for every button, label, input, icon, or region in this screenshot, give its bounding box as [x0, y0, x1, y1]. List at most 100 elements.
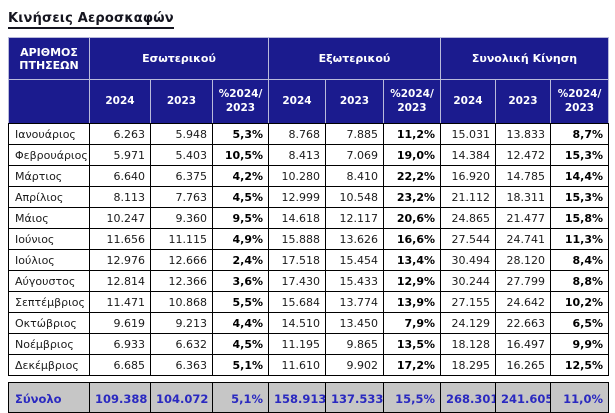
- value-cell: 13,4%: [383, 249, 441, 271]
- header-row-label: ΑΡΙΘΜΟΣ ΠΤΗΣΕΩΝ: [8, 37, 90, 80]
- header-group-international: Εξωτερικού: [268, 37, 441, 80]
- value-cell: 30.244: [440, 270, 496, 292]
- value-cell: 16.265: [495, 354, 551, 376]
- value-cell: 14.785: [495, 165, 551, 187]
- value-cell: 11.610: [268, 354, 326, 376]
- value-cell: 12.976: [89, 249, 151, 271]
- total-value-cell: 109.388: [89, 382, 151, 413]
- value-cell: 9,9%: [550, 333, 609, 355]
- value-cell: 6.640: [89, 165, 151, 187]
- value-cell: 6.363: [150, 354, 213, 376]
- header-total-2024: 2024: [440, 79, 496, 124]
- value-cell: 6.375: [150, 165, 213, 187]
- value-cell: 5.971: [89, 144, 151, 166]
- header-year-row: 2024 2023 %2024/ 2023 2024 2023 %2024/ 2…: [8, 79, 609, 124]
- value-cell: 13,5%: [383, 333, 441, 355]
- value-cell: 27.799: [495, 270, 551, 292]
- header-group-total: Συνολική Κίνηση: [440, 37, 609, 80]
- value-cell: 9.902: [325, 354, 384, 376]
- value-cell: 6,5%: [550, 312, 609, 334]
- month-label: Φεβρουάριος: [8, 144, 90, 166]
- value-cell: 7.885: [325, 123, 384, 145]
- value-cell: 11.656: [89, 228, 151, 250]
- value-cell: 14.384: [440, 144, 496, 166]
- table-row: Ιούλιος 12.976 12.666 2,4% 17.518 15.454 13,4%…: [8, 249, 609, 271]
- header-group-row: ΑΡΙΘΜΟΣ ΠΤΗΣΕΩΝ Εσωτερικού Εξωτερικού Συ…: [8, 37, 609, 80]
- value-cell: 27.155: [440, 291, 496, 313]
- table-row: Μάιος 10.247 9.360 9,5% 14.618 12.117 20,6% 24.…: [8, 207, 609, 229]
- value-cell: 8.413: [268, 144, 326, 166]
- value-cell: 7,9%: [383, 312, 441, 334]
- value-cell: 15.433: [325, 270, 384, 292]
- header-domestic-2024: 2024: [89, 79, 151, 124]
- value-cell: 4,2%: [212, 165, 269, 187]
- value-cell: 18.128: [440, 333, 496, 355]
- value-cell: 11.115: [150, 228, 213, 250]
- value-cell: 8,4%: [550, 249, 609, 271]
- total-value-cell: 268.301: [440, 382, 496, 413]
- table-row: Ιανουάριος 6.263 5.948 5,3% 8.768 7.885 11,2% 1…: [8, 123, 609, 145]
- value-cell: 18.311: [495, 186, 551, 208]
- value-cell: 12.666: [150, 249, 213, 271]
- value-cell: 21.477: [495, 207, 551, 229]
- value-cell: 19,0%: [383, 144, 441, 166]
- value-cell: 15.888: [268, 228, 326, 250]
- value-cell: 14.510: [268, 312, 326, 334]
- value-cell: 15.684: [268, 291, 326, 313]
- value-cell: 10.868: [150, 291, 213, 313]
- table-row: Σεπτέμβριος 11.471 10.868 5,5% 15.684 13.774 1…: [8, 291, 609, 313]
- header-empty-cell: [8, 79, 90, 124]
- value-cell: 4,4%: [212, 312, 269, 334]
- value-cell: 8.768: [268, 123, 326, 145]
- month-label: Αύγουστος: [8, 270, 90, 292]
- value-cell: 6.632: [150, 333, 213, 355]
- value-cell: 5.403: [150, 144, 213, 166]
- value-cell: 9.213: [150, 312, 213, 334]
- table-row: Οκτώβριος 9.619 9.213 4,4% 14.510 13.450 7,9% 2…: [8, 312, 609, 334]
- value-cell: 27.544: [440, 228, 496, 250]
- value-cell: 14,4%: [550, 165, 609, 187]
- month-label: Ιούλιος: [8, 249, 90, 271]
- value-cell: 15,3%: [550, 186, 609, 208]
- value-cell: 18.295: [440, 354, 496, 376]
- total-label: Σύνολο: [8, 382, 90, 413]
- value-cell: 13.626: [325, 228, 384, 250]
- value-cell: 14.618: [268, 207, 326, 229]
- value-cell: 6.933: [89, 333, 151, 355]
- value-cell: 16.920: [440, 165, 496, 187]
- table-row: Ιούνιος 11.656 11.115 4,9% 15.888 13.626 16,6%…: [8, 228, 609, 250]
- value-cell: 12.117: [325, 207, 384, 229]
- totals-table: Σύνολο 109.388 104.072 5,1% 158.913 137.533 15…: [8, 382, 609, 413]
- total-value-cell: 104.072: [150, 382, 213, 413]
- table-body: Ιανουάριος 6.263 5.948 5,3% 8.768 7.885 11,2% 1…: [8, 123, 609, 376]
- value-cell: 5.948: [150, 123, 213, 145]
- value-cell: 4,5%: [212, 333, 269, 355]
- value-cell: 8.113: [89, 186, 151, 208]
- value-cell: 2,4%: [212, 249, 269, 271]
- value-cell: 24.741: [495, 228, 551, 250]
- table-row: Σύνολο 109.388 104.072 5,1% 158.913 137.533 15…: [8, 382, 609, 413]
- table-row: Αύγουστος 12.814 12.366 3,6% 17.430 15.433 12,…: [8, 270, 609, 292]
- value-cell: 4,5%: [212, 186, 269, 208]
- value-cell: 7.069: [325, 144, 384, 166]
- value-cell: 9,5%: [212, 207, 269, 229]
- month-label: Μάρτιος: [8, 165, 90, 187]
- header-total-pct: %2024/ 2023: [550, 79, 609, 124]
- value-cell: 24.865: [440, 207, 496, 229]
- value-cell: 8,8%: [550, 270, 609, 292]
- total-value-cell: 137.533: [325, 382, 384, 413]
- total-value-cell: 158.913: [268, 382, 326, 413]
- value-cell: 24.129: [440, 312, 496, 334]
- value-cell: 6.685: [89, 354, 151, 376]
- total-value-cell: 15,5%: [383, 382, 441, 413]
- value-cell: 7.763: [150, 186, 213, 208]
- value-cell: 17.430: [268, 270, 326, 292]
- value-cell: 16,6%: [383, 228, 441, 250]
- header-international-pct: %2024/ 2023: [383, 79, 441, 124]
- value-cell: 13.833: [495, 123, 551, 145]
- month-label: Οκτώβριος: [8, 312, 90, 334]
- table-row: Απρίλιος 8.113 7.763 4,5% 12.999 10.548 23,2% 2…: [8, 186, 609, 208]
- total-value-cell: 11,0%: [550, 382, 609, 413]
- value-cell: 16.497: [495, 333, 551, 355]
- value-cell: 11,3%: [550, 228, 609, 250]
